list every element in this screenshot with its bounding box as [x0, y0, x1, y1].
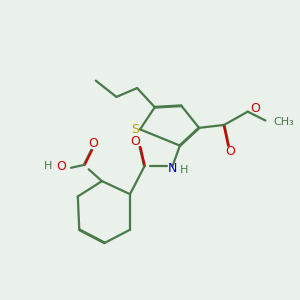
- Text: CH₃: CH₃: [274, 117, 294, 127]
- Text: H: H: [44, 161, 53, 171]
- Text: O: O: [56, 160, 66, 173]
- Text: N: N: [168, 162, 177, 175]
- Text: H: H: [179, 165, 188, 175]
- Text: O: O: [225, 145, 235, 158]
- Text: O: O: [88, 137, 98, 150]
- Text: O: O: [250, 102, 260, 115]
- Text: S: S: [131, 123, 139, 136]
- Text: O: O: [131, 135, 141, 148]
